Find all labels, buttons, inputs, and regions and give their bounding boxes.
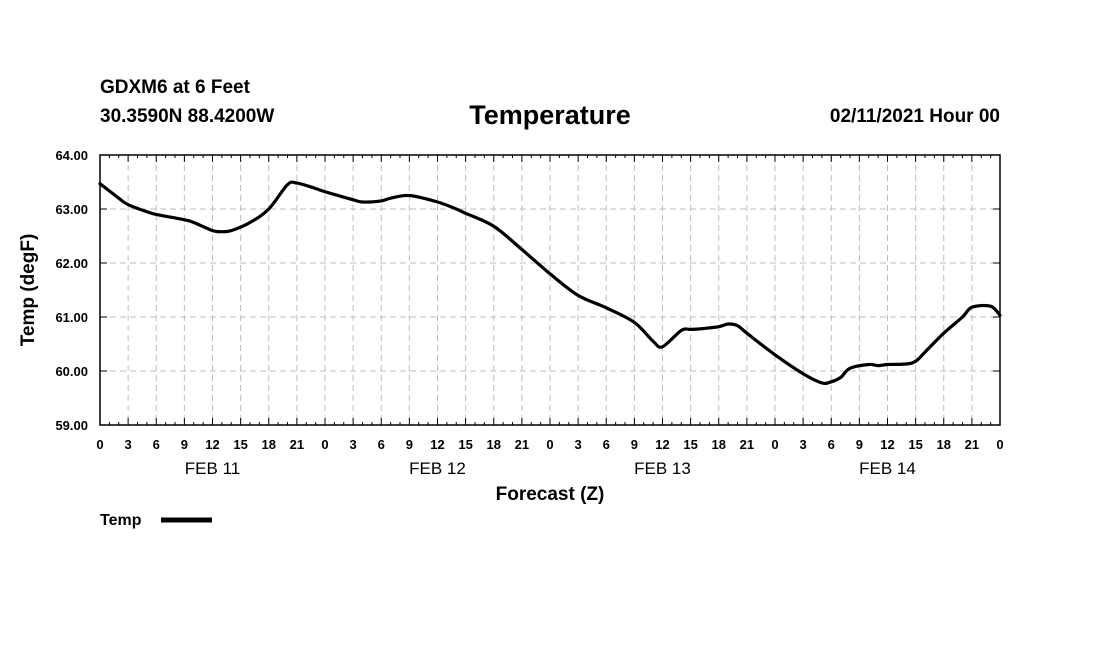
x-tick-label: 12 (430, 437, 444, 452)
date-label: FEB 14 (859, 459, 916, 478)
x-tick-label: 15 (458, 437, 472, 452)
x-tick-label: 6 (378, 437, 385, 452)
x-tick-label: 3 (575, 437, 582, 452)
y-tick-label: 60.00 (55, 364, 88, 379)
x-tick-label: 9 (631, 437, 638, 452)
x-tick-label: 18 (262, 437, 276, 452)
x-tick-label: 6 (603, 437, 610, 452)
series-layer (98, 180, 1002, 386)
x-tick-label: 12 (880, 437, 894, 452)
x-tick-label: 12 (205, 437, 219, 452)
axis-labels: 0 3 6 9 12 15 18 21 0 3 6 9 12 15 18 21 0 3 6 9 12 15 18 21 0 3 6 9… (55, 148, 1003, 478)
station-label: GDXM6 at 6 Feet (100, 77, 250, 98)
x-tick-label: 6 (828, 437, 835, 452)
x-tick-label: 15 (908, 437, 922, 452)
x-tick-label: 3 (800, 437, 807, 452)
x-tick-label: 3 (125, 437, 132, 452)
x-tick-label: 6 (153, 437, 160, 452)
x-tick-label: 21 (965, 437, 979, 452)
x-tick-label: 18 (487, 437, 501, 452)
chart-title: Temperature (469, 100, 631, 130)
plot-frame (99, 154, 1001, 426)
x-tick-label: 9 (406, 437, 413, 452)
y-axis-title: Temp (degF) (18, 234, 39, 347)
x-tick-label: 9 (856, 437, 863, 452)
date-label: FEB 12 (409, 459, 466, 478)
x-tick-label: 15 (233, 437, 247, 452)
x-tick-label: 18 (937, 437, 951, 452)
x-tick-label: 9 (181, 437, 188, 452)
legend-label: Temp (100, 512, 142, 529)
y-tick-label: 59.00 (55, 418, 88, 433)
x-tick-label: 21 (740, 437, 754, 452)
x-tick-label: 12 (655, 437, 669, 452)
x-tick-label: 21 (515, 437, 529, 452)
x-tick-label: 0 (546, 437, 553, 452)
x-tick-label: 18 (712, 437, 726, 452)
x-tick-label: 3 (350, 437, 357, 452)
x-tick-label: 21 (290, 437, 304, 452)
x-tick-label: 15 (683, 437, 697, 452)
y-tick-label: 64.00 (55, 148, 88, 163)
x-tick-label: 0 (996, 437, 1003, 452)
temp-series-line (98, 180, 1002, 386)
y-tick-label: 62.00 (55, 256, 88, 271)
date-label: FEB 11 (185, 459, 240, 478)
x-tick-label: 0 (96, 437, 103, 452)
coordinates-label: 30.3590N 88.4200W (100, 106, 275, 127)
issue-time-label: 02/11/2021 Hour 00 (829, 106, 1000, 127)
date-label: FEB 13 (634, 459, 691, 478)
x-tick-label: 0 (321, 437, 328, 452)
grid (100, 155, 1000, 425)
x-axis-title: Forecast (Z) (496, 484, 605, 505)
y-tick-label: 63.00 (55, 202, 88, 217)
x-tick-label: 0 (771, 437, 778, 452)
y-tick-label: 61.00 (55, 310, 88, 325)
